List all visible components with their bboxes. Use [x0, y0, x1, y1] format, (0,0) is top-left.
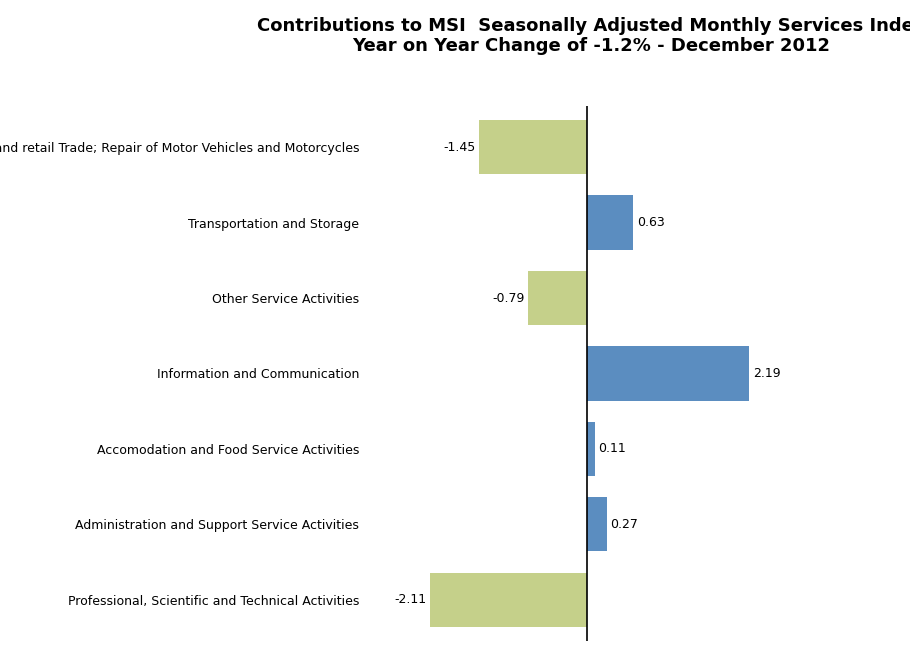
Bar [587, 422, 595, 476]
Text: -2.11: -2.11 [394, 593, 426, 606]
Bar [528, 271, 587, 325]
Text: 2.19: 2.19 [753, 367, 781, 380]
Text: -0.79: -0.79 [492, 292, 524, 305]
Text: -1.45: -1.45 [443, 141, 475, 154]
Text: Contributions to MSI  Seasonally Adjusted Monthly Services Index
Year on Year Ch: Contributions to MSI Seasonally Adjusted… [258, 17, 910, 56]
Bar [430, 572, 587, 627]
Bar [587, 497, 607, 551]
Text: 0.11: 0.11 [599, 442, 626, 455]
Text: 0.63: 0.63 [637, 216, 665, 229]
Bar [587, 346, 749, 401]
Bar [587, 196, 633, 250]
Bar [479, 120, 587, 175]
Text: 0.27: 0.27 [611, 518, 638, 531]
